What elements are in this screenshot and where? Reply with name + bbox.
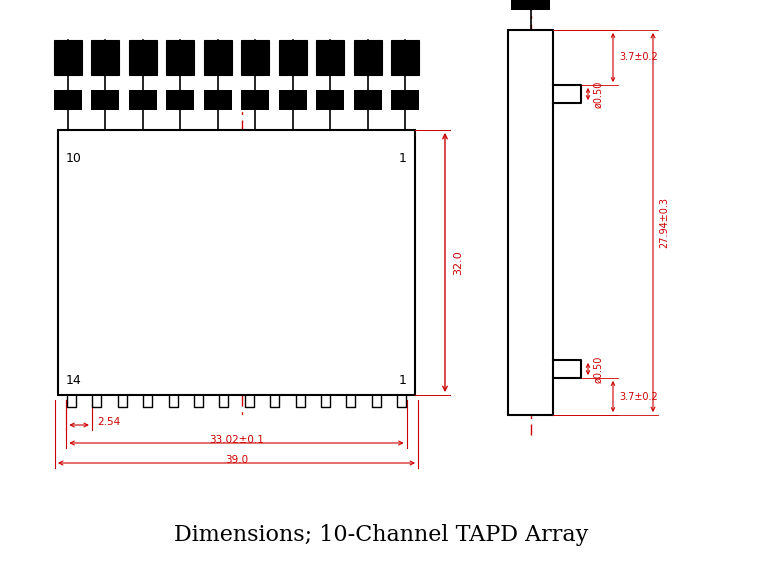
- Text: 2.54: 2.54: [97, 417, 120, 427]
- Text: 10: 10: [66, 152, 82, 165]
- Bar: [511, 0, 550, 10]
- Bar: [316, 90, 344, 110]
- Bar: [166, 90, 194, 110]
- Text: 33.02±0.1: 33.02±0.1: [209, 435, 264, 445]
- Bar: [242, 40, 269, 75]
- Bar: [354, 40, 382, 75]
- Bar: [391, 40, 419, 75]
- Bar: [58, 130, 415, 395]
- Bar: [279, 40, 306, 75]
- Text: 3.7±0.2: 3.7±0.2: [619, 392, 658, 402]
- Text: 3.7±0.2: 3.7±0.2: [619, 53, 658, 63]
- Text: 14: 14: [66, 374, 82, 387]
- Bar: [166, 40, 194, 75]
- Bar: [129, 90, 157, 110]
- Bar: [91, 90, 120, 110]
- Text: 1: 1: [399, 374, 407, 387]
- Text: 27.94±0.3: 27.94±0.3: [659, 197, 669, 248]
- Bar: [508, 30, 553, 415]
- Bar: [54, 40, 82, 75]
- Bar: [54, 90, 82, 110]
- Text: 39.0: 39.0: [225, 455, 248, 465]
- Bar: [129, 40, 157, 75]
- Bar: [91, 40, 120, 75]
- Bar: [203, 90, 232, 110]
- Text: ø0.50: ø0.50: [593, 355, 603, 383]
- Text: 32.0: 32.0: [453, 250, 463, 275]
- Bar: [354, 90, 382, 110]
- Bar: [203, 40, 232, 75]
- Text: 1: 1: [399, 152, 407, 165]
- Bar: [316, 40, 344, 75]
- Bar: [391, 90, 419, 110]
- Text: ø0.50: ø0.50: [593, 80, 603, 108]
- Bar: [242, 90, 269, 110]
- Bar: [279, 90, 306, 110]
- Text: Dimensions; 10-Channel TAPD Array: Dimensions; 10-Channel TAPD Array: [174, 524, 588, 546]
